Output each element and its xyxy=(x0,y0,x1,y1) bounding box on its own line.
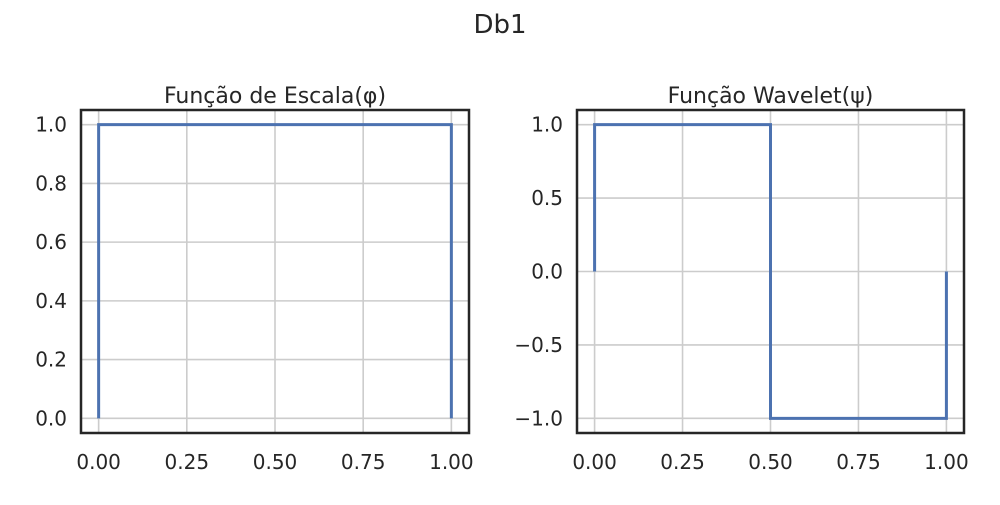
y-tick-label: 0.5 xyxy=(531,186,563,210)
x-tick-label: 1.00 xyxy=(924,450,969,474)
x-tick-label: 0.25 xyxy=(165,450,210,474)
y-tick-label: 1.0 xyxy=(531,113,563,137)
plot-frame xyxy=(575,108,966,435)
y-tick-label: 0.6 xyxy=(35,230,67,254)
x-tick-label: 0.50 xyxy=(253,450,298,474)
y-tick-label: 0.8 xyxy=(35,171,67,195)
x-tick-label: 1.00 xyxy=(429,450,474,474)
x-tick-label: 0.00 xyxy=(76,450,121,474)
y-tick-label: 0.0 xyxy=(35,406,67,430)
y-tick-label: 0.0 xyxy=(531,260,563,284)
x-tick-label: 0.75 xyxy=(836,450,881,474)
plot-frame xyxy=(79,108,471,435)
figure-title: Db1 xyxy=(473,10,526,40)
y-tick-label: 0.2 xyxy=(35,348,67,372)
y-tick-label: −0.5 xyxy=(514,333,563,357)
series-line xyxy=(593,123,948,420)
x-tick-label: 0.75 xyxy=(341,450,386,474)
x-tick-label: 0.00 xyxy=(572,450,617,474)
y-tick-label: −1.0 xyxy=(514,406,563,430)
y-tick-label: 0.4 xyxy=(35,289,67,313)
y-tick-label: 1.0 xyxy=(35,113,67,137)
panel-title: Função Wavelet(ψ) xyxy=(668,84,874,109)
x-tick-label: 0.25 xyxy=(660,450,705,474)
x-tick-label: 0.50 xyxy=(748,450,793,474)
panel-title: Função de Escala(φ) xyxy=(164,84,386,109)
wavelet-function-panel: 0.00 0.25 0.50 0.75 1.00 −1.0 −0.5 0.0 0.5 1.0 Fun… xyxy=(514,84,968,474)
series-line xyxy=(97,123,453,419)
scaling-function-panel: 0.00 0.25 0.50 0.75 1.00 0.0 0.2 0.4 0.6 0.8 1.0 Fu… xyxy=(35,84,473,474)
